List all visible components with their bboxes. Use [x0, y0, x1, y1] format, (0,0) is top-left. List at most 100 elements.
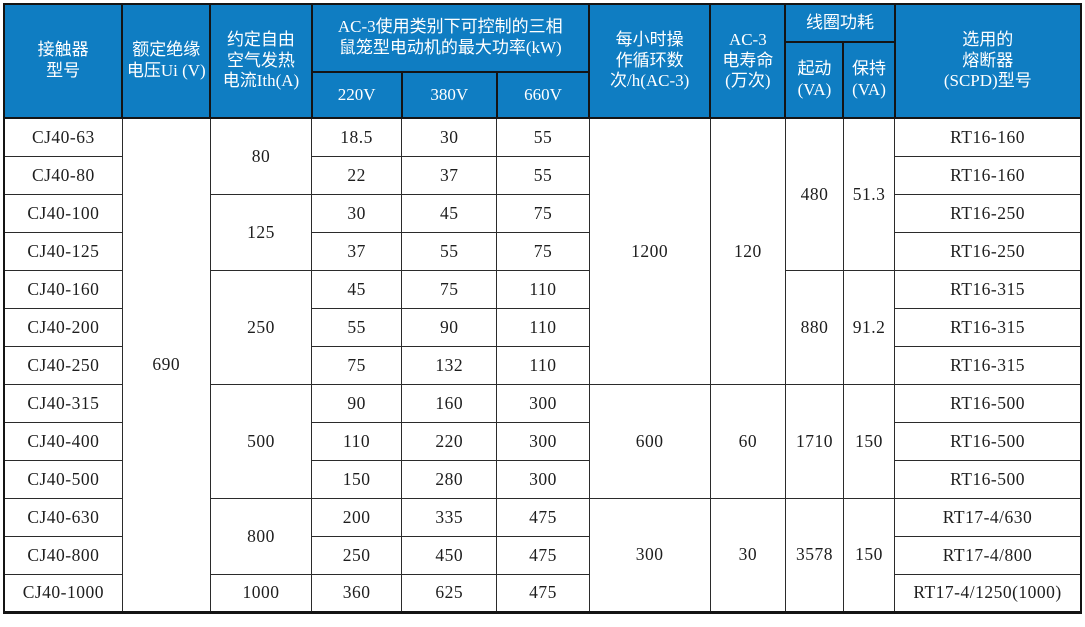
- cell-start-va: 480: [784, 117, 844, 271]
- cell-model: CJ40-160: [3, 269, 123, 309]
- cell-kw-380: 75: [401, 269, 498, 309]
- table-row: CJ40-100 125 30 45 75 RT16-250: [3, 193, 1082, 271]
- cell-model: CJ40-200: [3, 307, 123, 347]
- cell-kw-220: 45: [311, 269, 403, 309]
- cell-kw-220: 37: [311, 231, 403, 271]
- cell-life: 30: [709, 497, 786, 613]
- cell-kw-220: 22: [311, 155, 403, 195]
- cell-model: CJ40-630: [3, 497, 123, 537]
- header-operating-cycles-per-hour: 每小时操 作循环数 次/h(AC-3): [588, 3, 712, 119]
- cell-kw-380: 280: [401, 459, 498, 499]
- table-row: CJ40-800 250 450 475 RT17-4/800: [3, 535, 1082, 575]
- cell-kw-220: 55: [311, 307, 403, 347]
- cell-kw-660: 110: [496, 307, 590, 347]
- cell-fuse: RT17-4/800: [894, 535, 1082, 575]
- cell-fuse: RT16-250: [894, 231, 1082, 271]
- cell-model: CJ40-400: [3, 421, 123, 461]
- cell-model: CJ40-63: [3, 117, 123, 157]
- cell-start-va: 1710: [784, 383, 844, 499]
- cell-ith: 125: [209, 193, 313, 271]
- cell-fuse: RT16-160: [894, 155, 1082, 195]
- cell-kw-660: 475: [496, 497, 590, 537]
- cell-fuse: RT16-500: [894, 383, 1082, 423]
- cell-kw-220: 250: [311, 535, 403, 575]
- cell-life: 120: [709, 117, 786, 385]
- cell-start-va: 3578: [784, 497, 844, 613]
- cell-kw-220: 150: [311, 459, 403, 499]
- header-220v: 220V: [310, 71, 403, 119]
- cell-kw-660: 75: [496, 231, 590, 271]
- cell-cycles: 1200: [588, 117, 711, 385]
- table-row: CJ40-80 22 37 55 RT16-160: [3, 155, 1082, 195]
- cell-model: CJ40-80: [3, 155, 123, 195]
- cell-kw-220: 110: [311, 421, 403, 461]
- cell-cycles: 300: [588, 497, 711, 613]
- cell-kw-660: 55: [496, 117, 590, 157]
- cell-ith: 80: [209, 117, 313, 195]
- header-contactor-model: 接触器 型号: [2, 3, 124, 119]
- cell-fuse: RT17-4/1250(1000): [894, 573, 1082, 613]
- cell-kw-220: 30: [311, 193, 403, 233]
- cell-kw-380: 335: [401, 497, 498, 537]
- cell-fuse: RT17-4/630: [894, 497, 1082, 537]
- cell-hold-va: 51.3: [842, 117, 896, 271]
- cell-model: CJ40-315: [3, 383, 123, 423]
- header-ac3-max-motor-power-group: AC-3使用类别下可控制的三相 鼠笼型电动机的最大功率(kW): [310, 3, 591, 73]
- cell-kw-380: 220: [401, 421, 498, 461]
- cell-model: CJ40-125: [3, 231, 123, 271]
- cell-life: 60: [709, 383, 786, 499]
- table-row: CJ40-250 75 132 110 RT16-315: [3, 345, 1082, 385]
- cell-kw-660: 475: [496, 573, 590, 613]
- cell-model: CJ40-1000: [3, 573, 123, 613]
- cell-rated-voltage: 690: [121, 117, 211, 613]
- cell-kw-220: 200: [311, 497, 403, 537]
- header-660v: 660V: [495, 71, 591, 119]
- table-row: CJ40-315 500 90 160 300 600 60 1710 150 …: [3, 383, 1082, 499]
- cell-kw-220: 360: [311, 573, 403, 613]
- cell-kw-660: 110: [496, 269, 590, 309]
- cell-start-va: 880: [784, 269, 844, 385]
- cell-kw-660: 75: [496, 193, 590, 233]
- contactor-spec-table: 接触器 型号 额定绝缘 电压Ui (V) 约定自由 空气发热 电流Ith(A) …: [2, 3, 1083, 614]
- cell-kw-380: 90: [401, 307, 498, 347]
- cell-kw-220: 18.5: [311, 117, 403, 157]
- cell-fuse: RT16-315: [894, 269, 1082, 309]
- cell-kw-380: 37: [401, 155, 498, 195]
- cell-kw-380: 625: [401, 573, 498, 613]
- cell-kw-220: 90: [311, 383, 403, 423]
- cell-model: CJ40-100: [3, 193, 123, 233]
- cell-kw-380: 55: [401, 231, 498, 271]
- cell-kw-660: 300: [496, 421, 590, 461]
- cell-kw-660: 110: [496, 345, 590, 385]
- cell-kw-220: 75: [311, 345, 403, 385]
- table-row: CJ40-500 150 280 300 RT16-500: [3, 459, 1082, 499]
- table-row: CJ40-630 800 200 335 475 300 30 3578 150…: [3, 497, 1082, 613]
- cell-fuse: RT16-315: [894, 307, 1082, 347]
- table-row: CJ40-400 110 220 300 RT16-500: [3, 421, 1082, 461]
- cell-kw-380: 45: [401, 193, 498, 233]
- cell-model: CJ40-500: [3, 459, 123, 499]
- cell-kw-660: 475: [496, 535, 590, 575]
- header-fuse-scpd-type: 选用的 熔断器 (SCPD)型号: [893, 3, 1083, 119]
- table-row: CJ40-200 55 90 110 RT16-315: [3, 307, 1082, 347]
- cell-kw-380: 30: [401, 117, 498, 157]
- cell-kw-380: 160: [401, 383, 498, 423]
- table-row: CJ40-160 250 45 75 110 880 91.2 RT16-315: [3, 269, 1082, 385]
- table-row: CJ40-1000 1000 360 625 475 RT17-4/1250(1…: [3, 573, 1082, 613]
- header-380v: 380V: [400, 71, 498, 119]
- cell-fuse: RT16-160: [894, 117, 1082, 157]
- cell-fuse: RT16-500: [894, 421, 1082, 461]
- cell-hold-va: 150: [842, 497, 896, 613]
- cell-kw-660: 300: [496, 459, 590, 499]
- cell-kw-380: 132: [401, 345, 498, 385]
- header-ac3-electrical-life: AC-3 电寿命 (万次): [709, 3, 787, 119]
- header-rated-insulation-voltage: 额定绝缘 电压Ui (V): [121, 3, 212, 119]
- header-coil-hold-va: 保持 (VA): [842, 41, 896, 119]
- cell-fuse: RT16-500: [894, 459, 1082, 499]
- table-row: CJ40-125 37 55 75 RT16-250: [3, 231, 1082, 271]
- cell-ith: 800: [209, 497, 313, 575]
- cell-model: CJ40-800: [3, 535, 123, 575]
- cell-kw-660: 55: [496, 155, 590, 195]
- cell-fuse: RT16-250: [894, 193, 1082, 233]
